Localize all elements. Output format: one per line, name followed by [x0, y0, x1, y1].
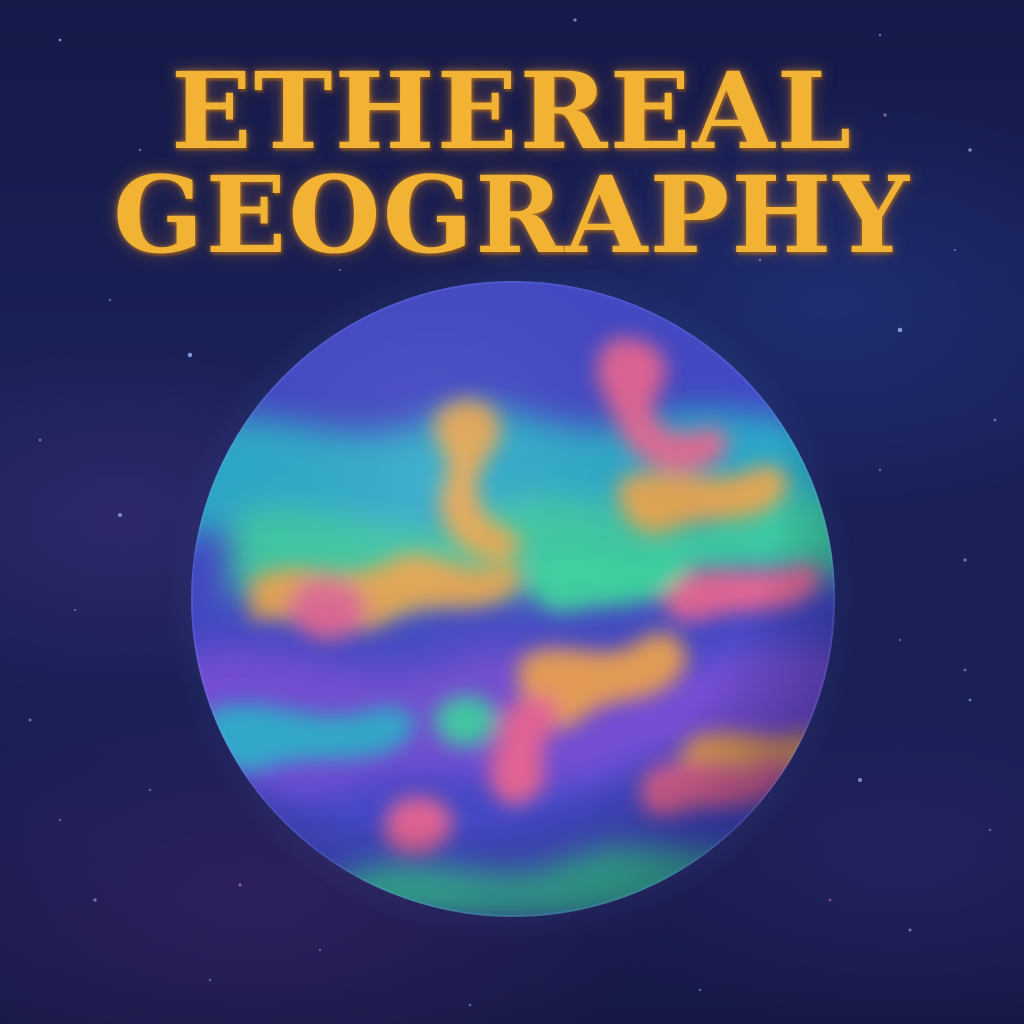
planet-container	[170, 260, 856, 938]
title-line-geography: GEOGRAPHY	[112, 152, 912, 277]
star	[988, 828, 992, 832]
star	[138, 148, 142, 152]
title-line-ethereal: ETHEREAL	[170, 48, 854, 173]
star	[858, 778, 862, 782]
star	[338, 268, 342, 272]
star	[963, 558, 967, 562]
star	[953, 248, 957, 252]
star	[318, 948, 322, 952]
star	[993, 418, 997, 422]
star	[968, 698, 972, 702]
iridescent-planet-icon	[191, 281, 835, 917]
star	[698, 988, 702, 992]
star	[208, 978, 212, 982]
star	[238, 883, 242, 887]
star	[58, 818, 62, 822]
planet-shading	[191, 281, 835, 917]
star	[468, 1003, 472, 1007]
star	[58, 38, 62, 42]
star	[898, 638, 902, 642]
star	[963, 668, 967, 672]
star	[573, 18, 577, 22]
star	[108, 298, 112, 302]
star	[73, 608, 77, 612]
star	[187, 352, 193, 358]
star	[758, 258, 762, 262]
star	[148, 788, 152, 792]
star	[878, 33, 882, 37]
star	[93, 898, 97, 902]
star	[878, 468, 882, 472]
star	[908, 928, 912, 932]
star	[118, 513, 122, 517]
star	[968, 148, 972, 152]
star	[38, 438, 42, 442]
star	[28, 718, 32, 722]
star	[883, 113, 887, 117]
star	[828, 898, 832, 902]
star	[897, 327, 903, 333]
planet-rim	[191, 281, 835, 917]
